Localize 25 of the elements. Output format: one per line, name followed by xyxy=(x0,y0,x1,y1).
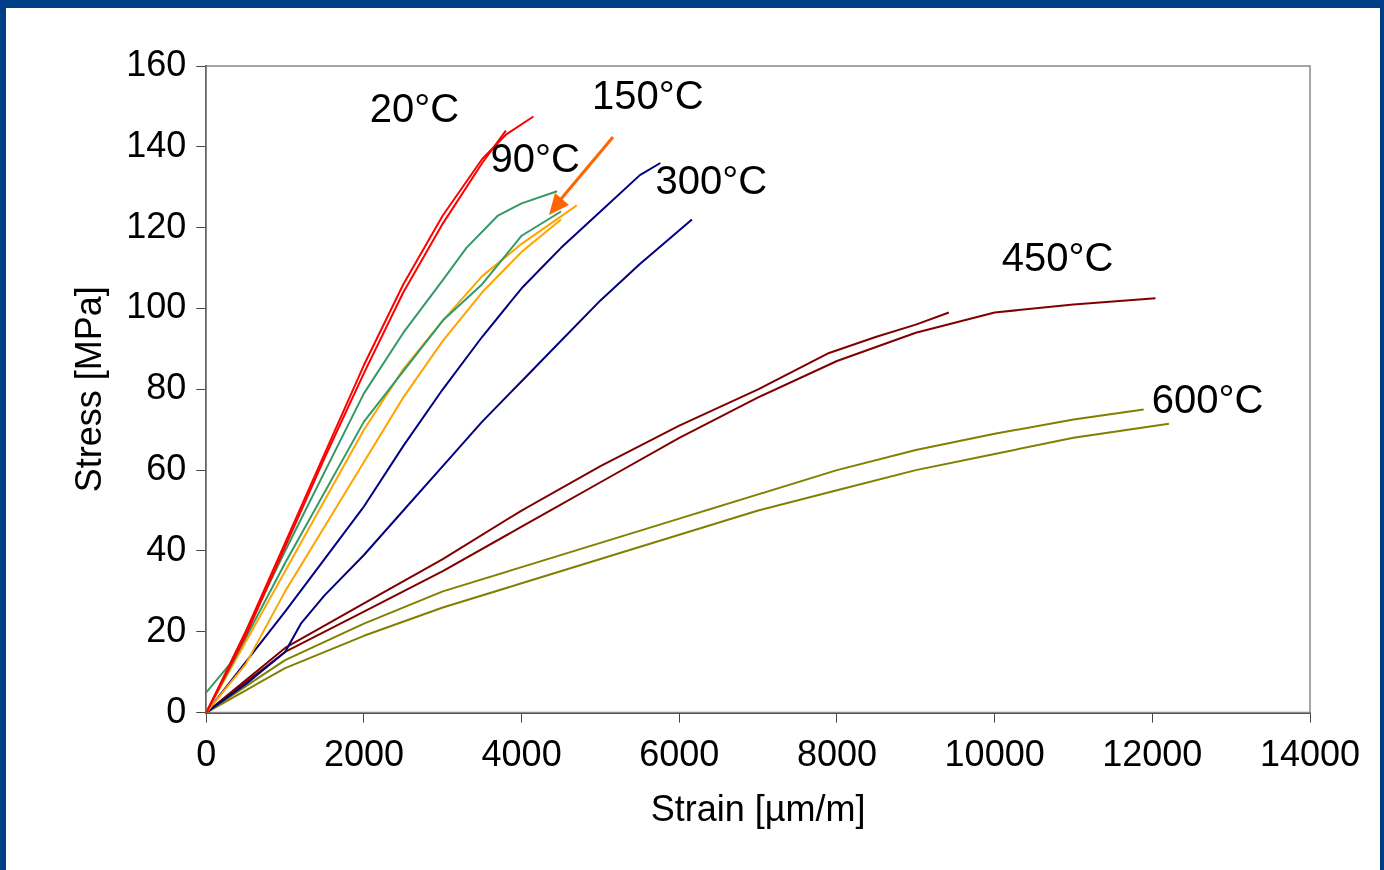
y-tick-label: 40 xyxy=(146,527,187,569)
series-label: 300°C xyxy=(655,158,768,203)
x-tick-label: 0 xyxy=(196,733,217,775)
y-tick-label: 60 xyxy=(146,447,187,489)
series-label: 90°C xyxy=(490,136,580,181)
series-label: 600°C xyxy=(1151,376,1264,421)
series-label: 450°C xyxy=(1001,235,1114,280)
y-tick-label: 0 xyxy=(166,689,187,731)
x-tick-label: 6000 xyxy=(639,733,720,775)
x-tick-label: 10000 xyxy=(944,733,1045,775)
y-tick-label: 140 xyxy=(126,123,187,165)
x-tick-label: 2000 xyxy=(323,733,404,775)
y-tick-label: 20 xyxy=(146,608,187,650)
x-tick-label: 8000 xyxy=(796,733,878,775)
x-tick-label: 14000 xyxy=(1259,733,1361,775)
x-axis-title: Strain [µm/m] xyxy=(650,788,866,830)
y-tick-label: 80 xyxy=(146,366,187,408)
y-tick-label: 120 xyxy=(126,204,187,246)
text: 150°C xyxy=(591,73,704,118)
x-tick-label: 12000 xyxy=(1102,733,1203,775)
y-axis-title: Stress [MPa] xyxy=(67,286,109,493)
y-tick-label: 160 xyxy=(126,42,187,84)
x-tick-label: 4000 xyxy=(481,733,562,775)
y-tick-label: 100 xyxy=(126,285,187,327)
series-label: 20°C xyxy=(369,85,460,130)
